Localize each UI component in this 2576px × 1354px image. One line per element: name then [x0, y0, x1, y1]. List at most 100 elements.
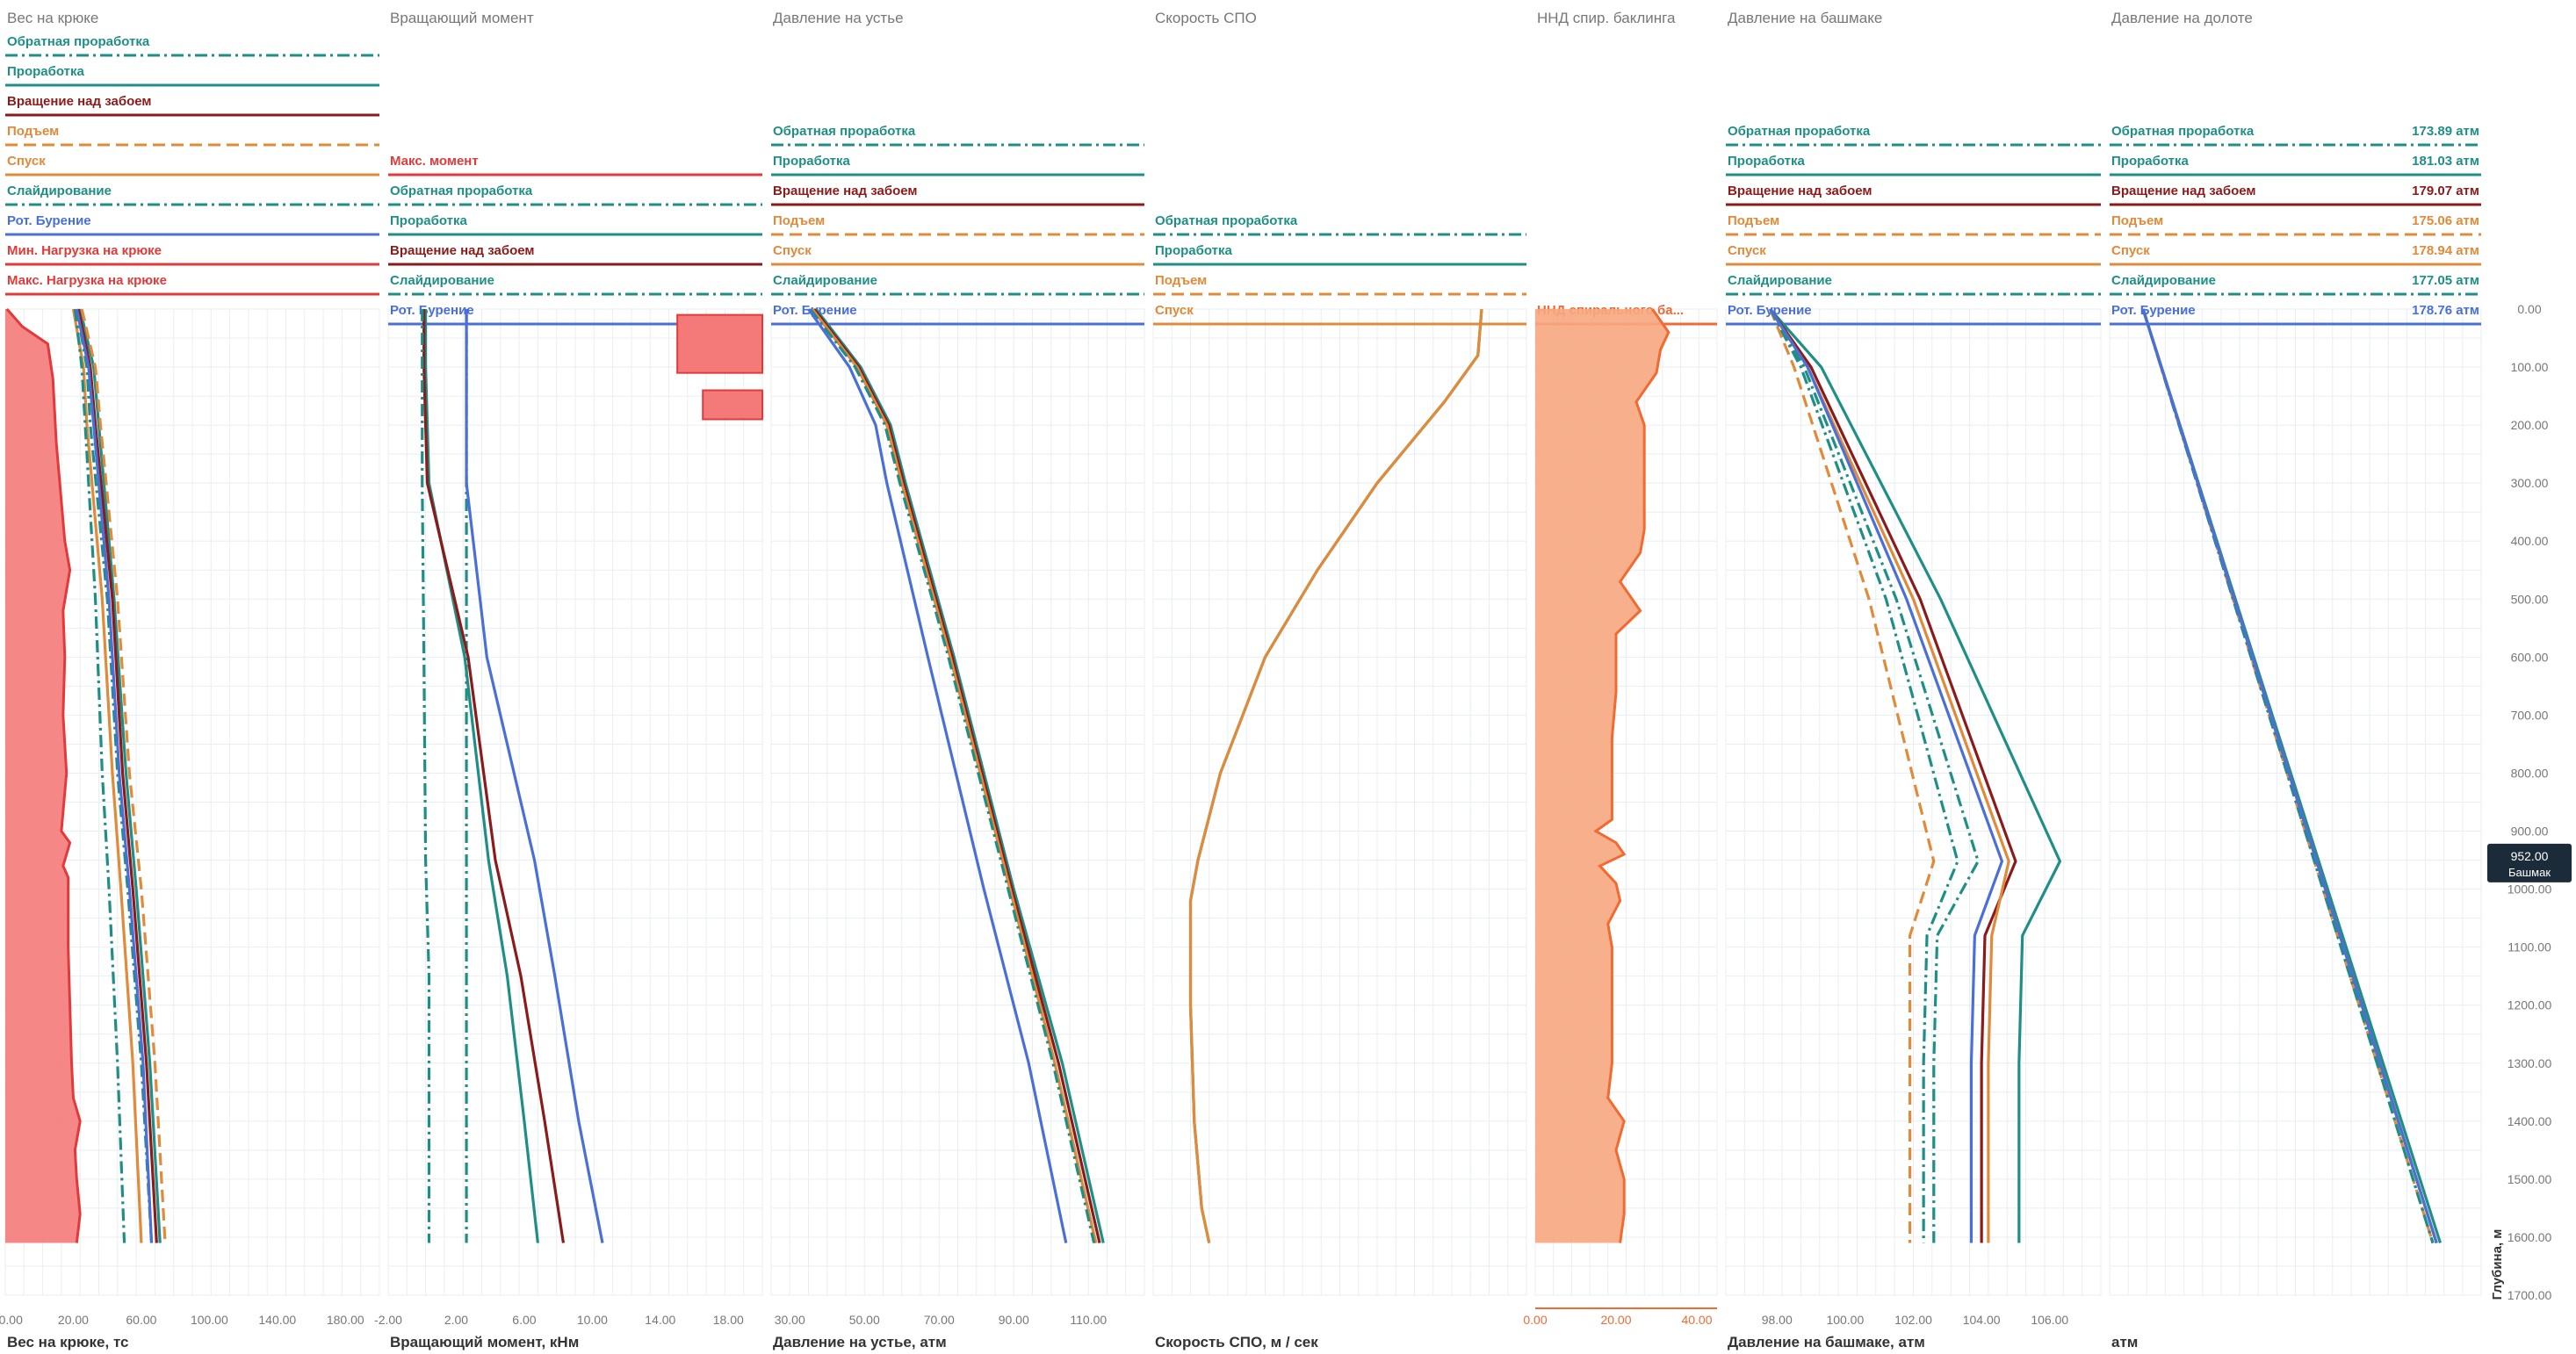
area-boundary — [5, 308, 82, 1243]
legend-label: Слайдирование — [1728, 273, 1832, 288]
legend-label: Спуск — [1728, 243, 1766, 258]
legend-label: Мин. Нагрузка на крюке — [7, 243, 162, 258]
depth-axis-label: Глубина, м — [2490, 1229, 2505, 1300]
x-tick-label: 90.00 — [999, 1313, 1029, 1327]
x-tick-label: 10.00 — [577, 1313, 608, 1327]
series-line — [2141, 308, 2438, 1244]
legend-label: Проработка — [1728, 154, 1806, 169]
chart-title: Давление на долоте — [2111, 10, 2253, 26]
legend-label: Спуск — [7, 154, 46, 169]
x-tick-label: -20.00 — [0, 1313, 23, 1327]
legend-value: 175.06 атм — [2412, 213, 2479, 228]
series-line — [2141, 308, 2435, 1244]
legend-value: 181.03 атм — [2412, 154, 2479, 169]
legend-label: Подъем — [1728, 213, 1779, 228]
legend-label: Макс. Нагрузка на крюке — [7, 273, 167, 288]
depth-tick-label: 200.00 — [2511, 418, 2549, 432]
depth-tick-label: 1700.00 — [2507, 1288, 2552, 1302]
x-tick-label: 14.00 — [645, 1313, 675, 1327]
legend-label: Макс. момент — [390, 154, 479, 169]
series-line — [424, 309, 539, 1243]
area-fill — [5, 309, 81, 1243]
shoe-depth-value: 952.00 — [2511, 849, 2549, 863]
series-line — [812, 308, 1101, 1243]
chart-panel-2: Вращающий момент Макс. момент Обратная про… — [374, 10, 764, 1350]
legend-label: Вращение над забоем — [1728, 184, 1872, 198]
x-axis-label: Скорость СПО, м / сек — [1155, 1334, 1318, 1350]
x-tick-label: 50.00 — [849, 1313, 880, 1327]
x-tick-label: 106.00 — [2031, 1313, 2068, 1327]
legend-label: Рот. Бурение — [390, 303, 474, 318]
legend-label: Обратная проработка — [390, 184, 533, 198]
depth-tick-label: 1000.00 — [2507, 882, 2552, 897]
legend-label: Проработка — [2111, 154, 2190, 169]
legend-label: Рот. Бурение — [7, 213, 91, 228]
legend-label: Вращение над забоем — [2111, 184, 2256, 198]
area-fill — [1535, 309, 1669, 1243]
legend-label: Проработка — [1155, 243, 1233, 258]
legend-value: 178.76 атм — [2412, 303, 2479, 318]
chart-panel-7: Давление на долоте Обратная проработка 173… — [2109, 10, 2482, 1350]
legend-label: Слайдирование — [2111, 273, 2216, 288]
x-tick-label: 140.00 — [258, 1313, 296, 1327]
series-line — [1188, 308, 1483, 1243]
series-line — [811, 308, 1098, 1243]
x-tick-label: -2.00 — [374, 1313, 402, 1327]
depth-axis: 0.00 100.00 200.00 300.00 400.00 500.00 600.00… — [2487, 302, 2572, 1302]
chart-title: Давление на устье — [773, 10, 904, 26]
legend-label: Вращение над забоем — [390, 243, 535, 258]
series-line — [809, 308, 1096, 1243]
series-line — [75, 308, 154, 1243]
legend-value: 173.89 атм — [2412, 124, 2479, 139]
legend-label: Подъем — [1155, 273, 1207, 288]
legend-label: Слайдирование — [773, 273, 877, 288]
legend-label: Подъем — [2111, 213, 2163, 228]
legend-label: Обратная проработка — [1155, 213, 1298, 228]
depth-tick-label: 400.00 — [2511, 534, 2549, 548]
depth-tick-label: 1300.00 — [2507, 1056, 2552, 1070]
shoe-marker — [2487, 843, 2572, 882]
legend-label: Вращение над забоем — [773, 184, 918, 198]
legend-label: Спуск — [773, 243, 812, 258]
x-axis-label: атм — [2111, 1334, 2138, 1350]
series-line — [814, 308, 1105, 1243]
x-tick-label: 102.00 — [1894, 1313, 1932, 1327]
series-line — [76, 308, 158, 1243]
depth-tick-label: 1400.00 — [2507, 1114, 2552, 1128]
shoe-label: Башмак — [2508, 866, 2551, 879]
depth-tick-label: 800.00 — [2511, 766, 2549, 780]
area-boundary — [1593, 308, 1670, 1243]
chart-title: ННД спир. баклинга — [1537, 10, 1676, 26]
series-line — [1769, 307, 2062, 1243]
x-tick-label: 30.00 — [775, 1313, 805, 1327]
series-line — [75, 308, 154, 1243]
legend-label: Рот. Бурение — [2111, 303, 2196, 318]
max-torque-block — [676, 313, 764, 374]
chart-panel-6: Давление на башмаке Обратная проработка Пр… — [1725, 10, 2102, 1350]
series-line — [465, 309, 604, 1243]
series-line — [78, 308, 162, 1243]
x-tick-label: 18.00 — [713, 1313, 744, 1327]
depth-tick-label: 100.00 — [2511, 360, 2549, 374]
legend-label: Обратная проработка — [773, 124, 916, 139]
legend-label: Подъем — [7, 124, 59, 139]
series-line — [1769, 308, 2017, 1243]
depth-tick-label: 1600.00 — [2507, 1230, 2552, 1244]
legend-value: 179.07 атм — [2412, 184, 2479, 198]
max-torque-block — [702, 389, 764, 421]
legend-label: Спуск — [2111, 243, 2150, 258]
x-tick-label: 100.00 — [191, 1313, 228, 1327]
series-line — [80, 308, 167, 1243]
series-line — [1769, 308, 1959, 1243]
depth-tick-label: 300.00 — [2511, 476, 2549, 490]
x-tick-label: 20.00 — [58, 1313, 89, 1327]
series-line — [1769, 308, 2004, 1243]
series-line — [807, 308, 1068, 1243]
chart-panel-5: ННД спир. баклингаННД спирального ба...0… — [1523, 10, 1718, 1327]
series-line — [421, 309, 431, 1243]
series-line — [1769, 308, 2010, 1243]
legend-label: Проработка — [773, 154, 851, 169]
x-tick-label: 110.00 — [1070, 1313, 1107, 1327]
legend-label: Обратная проработка — [1728, 124, 1871, 139]
legend-label: Проработка — [390, 213, 468, 228]
